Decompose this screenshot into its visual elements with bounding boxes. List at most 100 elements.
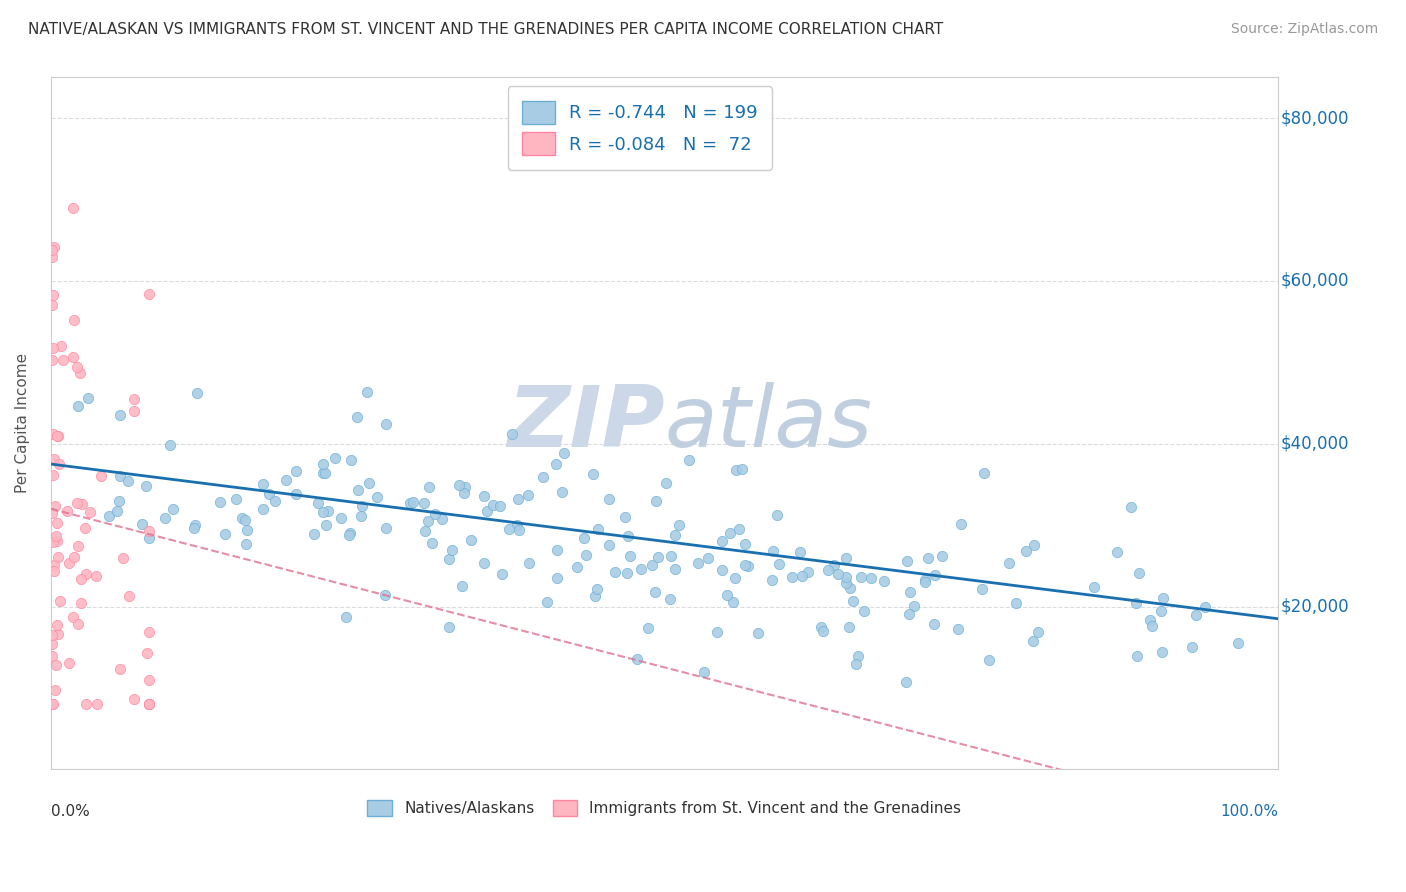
Point bbox=[415, 524, 437, 538]
Point bbox=[183, 521, 205, 535]
Point bbox=[536, 595, 558, 609]
Point bbox=[62, 350, 84, 364]
Point bbox=[546, 543, 568, 558]
Point bbox=[374, 417, 396, 431]
Point bbox=[62, 201, 84, 215]
Point bbox=[1125, 596, 1147, 610]
Point bbox=[41, 697, 63, 711]
Point bbox=[489, 499, 512, 513]
Text: atlas: atlas bbox=[665, 382, 873, 465]
Point bbox=[551, 485, 574, 500]
Point bbox=[67, 399, 90, 413]
Point bbox=[418, 481, 440, 495]
Point bbox=[314, 467, 336, 481]
Point bbox=[44, 558, 66, 573]
Point bbox=[42, 288, 65, 302]
Point bbox=[425, 508, 447, 522]
Point bbox=[58, 556, 80, 570]
Point bbox=[626, 652, 648, 666]
Point bbox=[614, 509, 637, 524]
Point bbox=[252, 501, 274, 516]
Point bbox=[352, 499, 374, 513]
Point bbox=[460, 533, 482, 547]
Point bbox=[439, 552, 461, 566]
Point bbox=[696, 550, 718, 565]
Point bbox=[1015, 544, 1038, 558]
Point bbox=[973, 466, 995, 480]
Point bbox=[357, 475, 380, 490]
Point bbox=[347, 483, 370, 498]
Point bbox=[285, 487, 308, 501]
Point bbox=[946, 622, 969, 636]
Point bbox=[838, 620, 860, 634]
Point bbox=[62, 549, 84, 564]
Point bbox=[110, 662, 132, 676]
Point bbox=[498, 522, 520, 536]
Text: NATIVE/ALASKAN VS IMMIGRANTS FROM ST. VINCENT AND THE GRENADINES PER CAPITA INCO: NATIVE/ALASKAN VS IMMIGRANTS FROM ST. VI… bbox=[28, 22, 943, 37]
Point bbox=[70, 573, 93, 587]
Point bbox=[849, 570, 872, 584]
Point bbox=[1184, 607, 1206, 622]
Point bbox=[159, 438, 181, 452]
Point bbox=[46, 428, 69, 442]
Point bbox=[70, 498, 93, 512]
Point bbox=[1128, 566, 1150, 581]
Point bbox=[734, 558, 756, 573]
Point bbox=[84, 569, 107, 583]
Point bbox=[1152, 591, 1174, 605]
Point bbox=[842, 593, 865, 607]
Point bbox=[546, 571, 568, 585]
Point bbox=[645, 494, 668, 508]
Point bbox=[346, 409, 368, 424]
Point bbox=[1181, 640, 1204, 654]
Point bbox=[41, 648, 63, 663]
Point bbox=[914, 575, 936, 590]
Point bbox=[1150, 604, 1173, 618]
Point bbox=[644, 585, 666, 599]
Point bbox=[797, 565, 820, 579]
Point bbox=[46, 550, 69, 565]
Point bbox=[586, 582, 609, 596]
Point bbox=[418, 514, 440, 528]
Point bbox=[848, 649, 870, 664]
Point bbox=[817, 563, 839, 577]
Point bbox=[302, 527, 325, 541]
Point bbox=[41, 627, 63, 641]
Point bbox=[337, 528, 360, 542]
Point bbox=[79, 505, 101, 519]
Point bbox=[184, 518, 207, 533]
Point bbox=[97, 509, 120, 524]
Point bbox=[710, 533, 733, 548]
Point bbox=[122, 392, 145, 406]
Point bbox=[117, 474, 139, 488]
Point bbox=[501, 427, 523, 442]
Point bbox=[706, 624, 728, 639]
Point bbox=[41, 243, 63, 257]
Point bbox=[252, 477, 274, 491]
Point bbox=[41, 534, 63, 549]
Point bbox=[598, 492, 620, 507]
Point bbox=[339, 453, 361, 467]
Point bbox=[972, 582, 994, 596]
Point bbox=[474, 556, 496, 570]
Point bbox=[1022, 634, 1045, 648]
Point bbox=[659, 549, 682, 564]
Point bbox=[51, 339, 73, 353]
Point bbox=[678, 452, 700, 467]
Point bbox=[108, 469, 131, 483]
Point bbox=[453, 485, 475, 500]
Point bbox=[236, 523, 259, 537]
Point bbox=[723, 595, 745, 609]
Point bbox=[45, 516, 67, 531]
Point bbox=[931, 549, 953, 563]
Point bbox=[897, 607, 920, 622]
Point bbox=[950, 516, 973, 531]
Point bbox=[508, 492, 530, 507]
Text: $40,000: $40,000 bbox=[1281, 434, 1348, 453]
Point bbox=[339, 525, 361, 540]
Point bbox=[111, 550, 134, 565]
Point bbox=[474, 489, 496, 503]
Point bbox=[747, 626, 769, 640]
Text: $60,000: $60,000 bbox=[1281, 272, 1348, 290]
Point bbox=[73, 521, 96, 535]
